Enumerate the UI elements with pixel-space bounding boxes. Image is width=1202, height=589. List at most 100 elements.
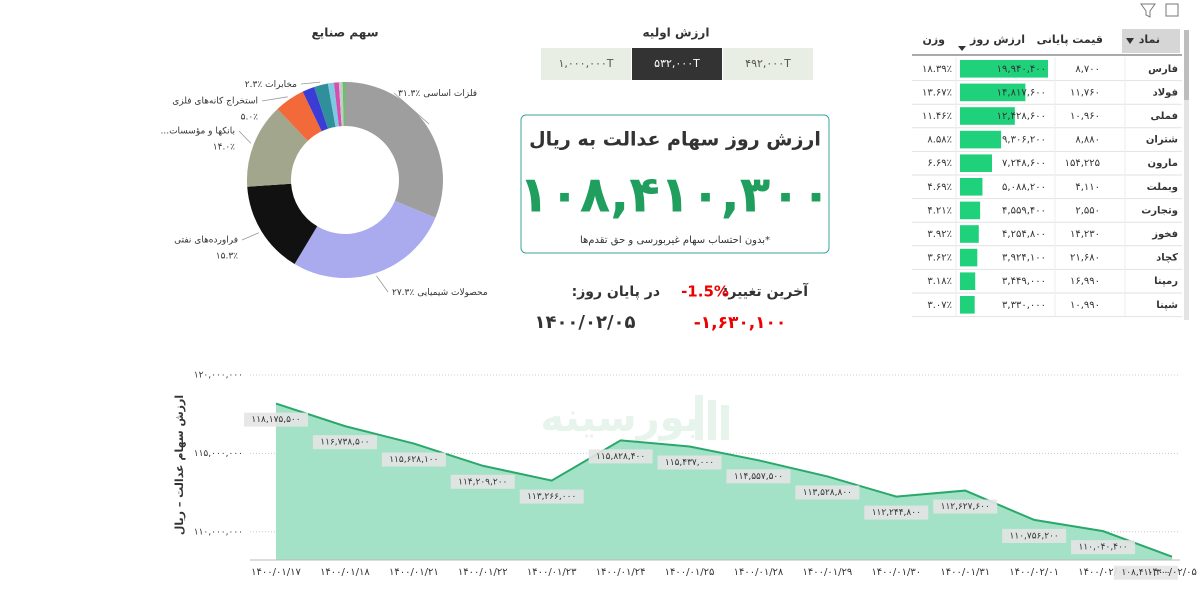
selector-option[interactable]: ۱,۰۰۰,۰۰۰T — [558, 57, 613, 70]
data-label: ۱۱۳,۲۶۶,۰۰۰ — [527, 492, 576, 502]
pie-category: فلزات اساسی — [423, 89, 477, 99]
focus-icon[interactable] — [1165, 3, 1179, 17]
table-cell: ۹,۳۰۶,۲۰۰ — [1002, 135, 1046, 146]
value-bar — [960, 83, 1026, 102]
watermark: بورسینه — [540, 395, 729, 441]
table-cell: ۸.۵۸٪ — [927, 135, 952, 146]
table-cell: ۳.۱۸٪ — [927, 276, 952, 287]
column-header[interactable]: ارزش روز — [969, 33, 1025, 46]
value-bar — [960, 296, 975, 314]
area-fill — [276, 403, 1172, 560]
x-tick-label: ۱۴۰۰/۰۱/۲۲ — [458, 567, 508, 578]
table-cell: ۱۴,۸۱۷,۶۰۰ — [997, 87, 1046, 98]
pie-slice — [302, 86, 328, 132]
selector-button[interactable] — [723, 48, 813, 80]
data-label-box — [519, 489, 584, 504]
table-cell: ۱۶,۹۹۰ — [1070, 276, 1100, 287]
filter-icon[interactable] — [1140, 3, 1156, 18]
selector-button[interactable] — [541, 48, 631, 80]
pie-slice — [294, 200, 436, 279]
x-tick-label: ۱۴۰۰/۰۱/۲۹ — [803, 567, 853, 578]
end-date: ۱۴۰۰/۰۲/۰۵ — [534, 312, 635, 333]
table-cell: ۱۳.۶۷٪ — [922, 87, 952, 98]
leader-line — [241, 232, 260, 241]
x-tick-label: ۱۴۰۰/۰۱/۲۳ — [527, 567, 577, 578]
table-cell: ۱۰,۹۹۰ — [1070, 300, 1100, 311]
pie-category: فراورده‌های نفتی — [174, 236, 238, 246]
y-tick-label: ۱۱۵,۰۰۰,۰۰۰ — [194, 449, 243, 459]
table-cell: ۴.۲۱٪ — [927, 205, 952, 216]
value-bar — [960, 201, 981, 220]
leader-line — [261, 96, 288, 102]
data-label: ۱۱۲,۶۲۷,۶۰۰ — [941, 502, 990, 512]
column-header[interactable]: وزن — [922, 33, 945, 46]
table-cell: ۸,۷۰۰ — [1075, 64, 1100, 75]
toolbar-icons — [1140, 3, 1179, 18]
scrollbar[interactable] — [1184, 30, 1189, 320]
table-cell: ۱۱.۴۶٪ — [922, 111, 952, 122]
pie-slice — [247, 183, 318, 265]
table-cell: ۳.۰۷٪ — [927, 300, 952, 311]
selector-option[interactable]: ۴۹۲,۰۰۰T — [745, 57, 791, 70]
data-label: ۱۱۵,۴۳۷,۰۰۰ — [665, 458, 714, 468]
table-cell: فخوز — [1151, 229, 1178, 240]
data-label-box — [657, 455, 722, 470]
table-cell: ۸,۸۸۰ — [1075, 135, 1100, 146]
data-label-box — [244, 412, 308, 427]
data-label-box — [588, 449, 653, 464]
table-cell: ۴,۲۵۴,۸۰۰ — [1002, 229, 1046, 240]
x-tick-label: ۱۴۰۰/۰۱/۳۱ — [940, 567, 990, 578]
watermark-bar — [695, 395, 703, 440]
selector-option[interactable]: ۵۳۲,۰۰۰T — [654, 57, 700, 70]
table-cell: مارون — [1148, 158, 1178, 169]
pie-slice — [342, 82, 345, 127]
y-axis-title: ارزش سهام عدالت – ریال — [173, 395, 186, 535]
selector-button[interactable] — [632, 48, 722, 80]
column-header[interactable]: نماد — [1139, 33, 1160, 46]
table-cell: شتران — [1146, 135, 1178, 146]
table-cell: رمپنا — [1154, 276, 1178, 287]
selector-title: ارزش اولیه — [643, 26, 710, 41]
change-percent: -1.5% — [681, 283, 729, 301]
table-cell: ۷,۲۴۸,۶۰۰ — [1002, 158, 1046, 169]
pie-percent: ۱۵.۳٪ — [216, 252, 238, 262]
x-tick-label: ۱۴۰۰/۰۱/۲۵ — [665, 567, 715, 578]
table-cell: وبملت — [1147, 182, 1178, 193]
x-tick-label: ۱۴۰۰/۰۱/۲۸ — [734, 567, 784, 578]
watermark-bar — [721, 405, 729, 440]
value-bar — [960, 60, 1048, 78]
kpi-value: ۱۰۸,۴۱۰,۳۰۰ — [519, 166, 832, 224]
table-cell: ۳.۶۲٪ — [927, 253, 952, 264]
data-label-box — [1071, 540, 1136, 555]
table-cell: شپنا — [1156, 300, 1178, 311]
x-tick-label: ۱۴۰۰/۰۲/۰۵ — [1147, 567, 1197, 578]
pie-percent: ۵.۰٪ — [241, 113, 259, 123]
table-cell: ۳,۴۴۹,۰۰۰ — [1002, 276, 1046, 287]
data-label: ۱۱۵,۶۲۸,۱۰۰ — [389, 455, 438, 465]
y-tick-label: ۱۱۰,۰۰۰,۰۰۰ — [194, 527, 243, 537]
scroll-thumb[interactable] — [1184, 30, 1189, 100]
data-label: ۱۱۸,۱۷۵,۵۰۰ — [251, 415, 300, 425]
watermark-bar — [708, 400, 716, 440]
table-cell: ۴.۶۹٪ — [927, 182, 952, 193]
column-header[interactable]: قیمت پایانی — [1037, 33, 1103, 46]
table-cell: ۱۲,۴۲۸,۶۰۰ — [997, 111, 1046, 122]
sort-icon — [1126, 38, 1134, 44]
data-label-box — [864, 505, 929, 520]
leader-line — [376, 275, 389, 293]
pie-slice — [345, 82, 443, 218]
table-cell: ۴,۵۵۹,۴۰۰ — [1002, 205, 1046, 216]
data-label: ۱۱۰,۷۵۶,۲۰۰ — [1010, 531, 1059, 541]
data-label: ۱۱۰,۰۴۰,۴۰۰ — [1078, 543, 1127, 553]
table-cell: ۱۵۴,۲۲۵ — [1065, 158, 1100, 169]
pie-percent: ۱۴.۰٪ — [213, 143, 235, 153]
table-cell: ۱۹,۹۴۰,۴۰۰ — [997, 64, 1046, 75]
pie-percent: ۳۱.۳٪ — [398, 89, 420, 99]
kpi-card — [520, 114, 830, 254]
data-label: ۱۱۶,۷۳۸,۵۰۰ — [320, 438, 369, 448]
kpi-note: *بدون احتساب سهام غیربورسی و حق تقدم‌ها — [580, 235, 770, 246]
change-amount: -۱,۶۳۰,۱۰۰ — [694, 313, 787, 333]
table-cell: ۳.۹۲٪ — [927, 229, 952, 240]
